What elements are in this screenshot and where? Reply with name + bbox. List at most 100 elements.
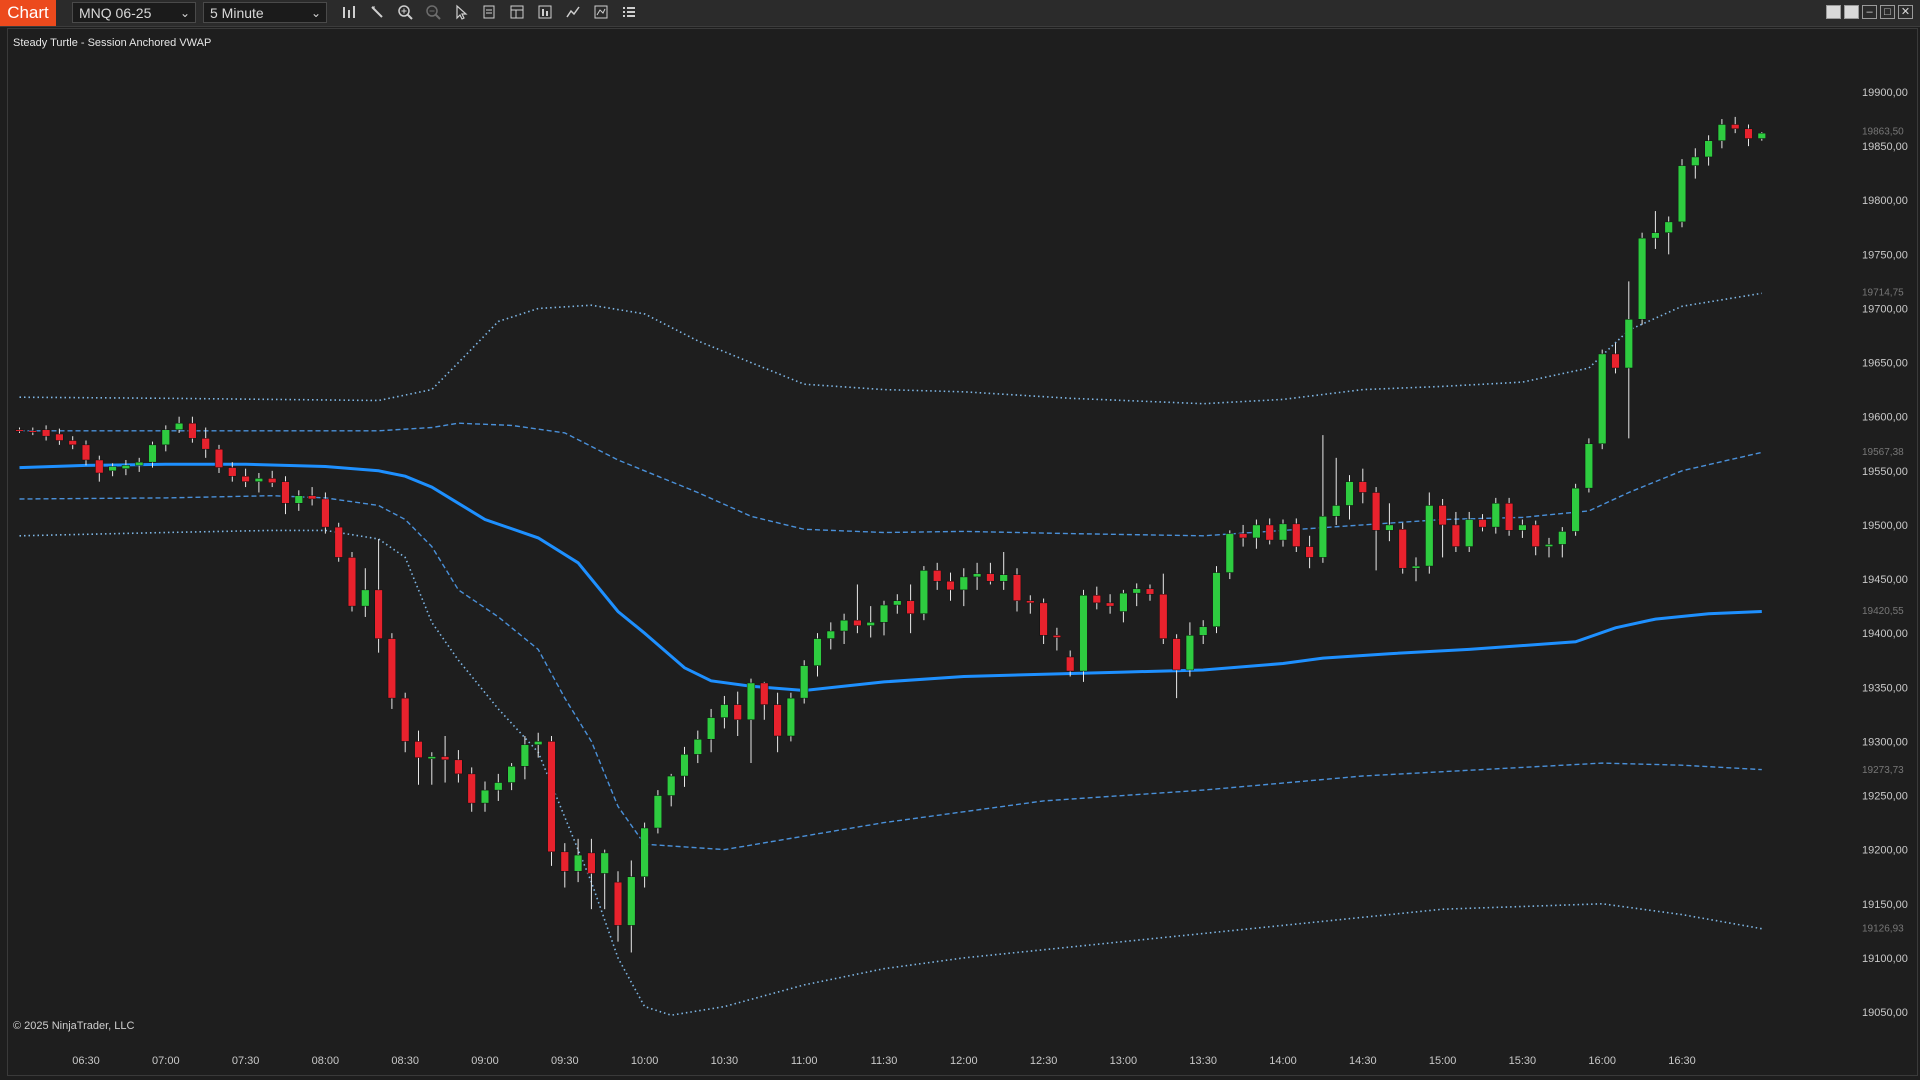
tile-window-icon[interactable]	[1826, 5, 1841, 19]
candle-body	[1478, 519, 1487, 528]
chart-tab[interactable]: Chart	[0, 0, 56, 26]
candle	[480, 781, 490, 812]
minimize-icon[interactable]: –	[1862, 5, 1877, 19]
candle	[1691, 148, 1700, 179]
candle-body	[733, 704, 742, 721]
candle-body	[1651, 232, 1660, 239]
chart-toolbar: Chart MNQ 06-25 ⌄ 5 Minute ⌄ – □ ✕	[0, 0, 1920, 27]
candle-body	[587, 852, 596, 874]
candle	[201, 427, 210, 458]
candle	[1731, 116, 1740, 134]
candle-body	[28, 430, 37, 433]
candle	[706, 708, 716, 753]
candle	[1119, 589, 1128, 623]
price-tick-label: 19500,00	[1862, 520, 1908, 532]
candle-body	[1371, 492, 1381, 531]
candle	[454, 750, 463, 783]
candle-body	[427, 756, 436, 759]
candle	[733, 691, 742, 736]
candle	[1105, 594, 1115, 614]
price-tick-label: 19750,00	[1862, 249, 1908, 261]
candle	[693, 730, 702, 764]
price-marker-label: 19126,93	[1862, 924, 1904, 935]
time-tick-label: 11:00	[791, 1055, 818, 1067]
candle-body	[1026, 600, 1035, 604]
band1_lower-line	[19, 494, 1762, 851]
data-series-icon[interactable]	[480, 4, 498, 22]
candle	[108, 463, 117, 477]
zoom-in-icon[interactable]	[396, 4, 414, 22]
time-tick-label: 16:30	[1668, 1055, 1696, 1067]
zoom-out-icon[interactable]	[424, 4, 442, 22]
candle-body	[520, 744, 530, 767]
indicators-icon[interactable]	[592, 4, 610, 22]
candle	[1371, 487, 1381, 571]
candle-body	[254, 478, 264, 482]
candle-body	[494, 782, 503, 791]
candle	[1145, 584, 1155, 601]
candle	[760, 681, 769, 720]
candle	[1637, 232, 1647, 325]
close-icon[interactable]: ✕	[1898, 5, 1913, 19]
candle	[613, 871, 623, 942]
candle	[148, 441, 157, 468]
instrument-selector[interactable]: MNQ 06-25 ⌄	[72, 2, 196, 23]
candle	[1425, 492, 1434, 574]
candle-body	[1531, 524, 1540, 547]
candle-body	[1518, 524, 1527, 531]
candle	[946, 572, 955, 601]
candle-body	[693, 738, 702, 755]
candle-body	[1717, 124, 1727, 141]
candle-body	[560, 851, 569, 872]
candle	[95, 455, 104, 482]
candle-body	[1664, 221, 1673, 233]
chart-panel[interactable]	[7, 28, 1918, 1076]
candle-body	[1278, 523, 1288, 541]
candle-body	[174, 422, 184, 430]
candle	[1225, 530, 1234, 580]
vwap-bands	[19, 292, 1762, 1017]
candle	[746, 678, 756, 764]
candle-body	[214, 448, 224, 468]
time-tick-label: 12:30	[1030, 1055, 1058, 1067]
tile-window-icon[interactable]	[1844, 5, 1859, 19]
candle-body	[1079, 595, 1088, 672]
candle-body	[1451, 524, 1461, 547]
candle-body	[1744, 128, 1753, 139]
candle	[1292, 518, 1301, 552]
candle	[1717, 119, 1727, 149]
timeframe-selector[interactable]: 5 Minute ⌄	[203, 2, 327, 23]
candle-body	[627, 876, 636, 926]
candle	[640, 822, 649, 888]
properties-icon[interactable]	[536, 4, 554, 22]
strategy-icon[interactable]	[564, 4, 582, 22]
candle	[853, 584, 862, 634]
time-tick-label: 09:30	[551, 1055, 579, 1067]
candle-body	[135, 461, 144, 466]
candle-body	[241, 475, 250, 482]
candle	[933, 562, 942, 590]
candle	[1066, 650, 1075, 677]
candle-body	[1704, 140, 1713, 158]
menu-list-icon[interactable]	[620, 4, 638, 22]
bars-type-icon[interactable]	[340, 4, 358, 22]
candle	[334, 522, 343, 562]
time-tick-label: 15:30	[1509, 1055, 1537, 1067]
drawing-tool-icon[interactable]	[368, 4, 386, 22]
maximize-icon[interactable]: □	[1880, 5, 1895, 19]
candle-body	[906, 600, 915, 614]
candle-body	[1544, 544, 1554, 547]
templates-icon[interactable]	[508, 4, 526, 22]
candle-body	[15, 429, 24, 432]
candle-body	[228, 467, 237, 477]
candle	[1624, 281, 1633, 439]
candle-body	[613, 881, 623, 926]
candle	[1252, 519, 1261, 549]
time-tick-label: 13:00	[1110, 1055, 1138, 1067]
candle-body	[454, 759, 463, 775]
candle-body	[1238, 533, 1248, 539]
candle-body	[1558, 531, 1567, 545]
pointer-icon[interactable]	[452, 4, 470, 22]
price-tick-label: 19600,00	[1862, 412, 1908, 424]
